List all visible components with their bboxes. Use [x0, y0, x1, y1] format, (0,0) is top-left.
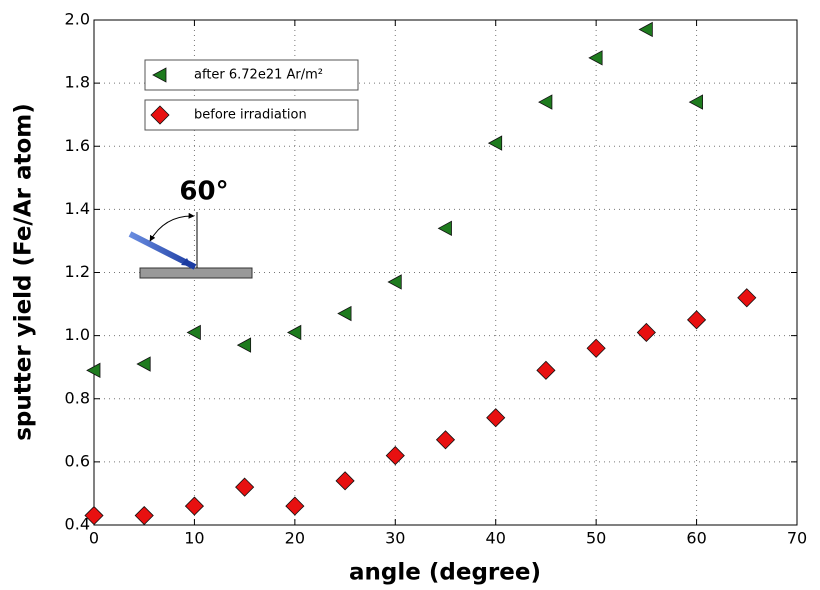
data-point — [437, 220, 452, 236]
y-tick-label: 1.8 — [65, 73, 90, 92]
data-point — [487, 135, 503, 151]
data-point — [586, 338, 606, 358]
data-point — [337, 305, 352, 322]
data-point — [385, 445, 405, 466]
y-axis-label: sputter yield (Fe/Ar atom) — [11, 103, 37, 441]
data-point — [536, 360, 556, 380]
data-point — [86, 362, 101, 379]
y-tick-label: 1.4 — [65, 199, 90, 218]
x-tick-label: 70 — [787, 529, 807, 548]
data-point — [737, 288, 757, 308]
data-point — [186, 324, 201, 341]
y-tick-label: 0.8 — [65, 388, 90, 407]
data-point — [486, 408, 506, 428]
legend-label: before irradiation — [194, 108, 307, 123]
y-tick-label: 0.4 — [65, 515, 90, 534]
data-point — [84, 505, 104, 526]
legend-box — [144, 59, 359, 91]
inset-diagram: 60° — [128, 177, 253, 279]
beam-head — [181, 258, 191, 266]
data-point — [687, 310, 707, 330]
legend-box — [144, 99, 359, 131]
x-tick-label: 20 — [285, 529, 305, 548]
data-point — [236, 337, 252, 353]
data-point — [136, 356, 151, 372]
surface — [139, 267, 253, 279]
angle-annotation: 60° — [179, 177, 228, 207]
data-point — [636, 322, 656, 343]
y-tick-label: 0.6 — [65, 451, 90, 470]
x-tick-label: 10 — [184, 529, 204, 548]
data-point — [538, 94, 553, 110]
data-point — [435, 430, 456, 450]
legend-marker — [152, 67, 167, 83]
x-axis-label: angle (degree) — [349, 560, 541, 586]
data-point — [588, 50, 603, 66]
data-point — [688, 94, 703, 110]
legend-marker — [150, 105, 170, 125]
data-point — [285, 496, 305, 516]
data-point — [134, 505, 154, 526]
data-point — [387, 274, 402, 290]
y-tick-label: 2.0 — [65, 10, 90, 29]
legend-label: after 6.72e21 Ar/m² — [194, 68, 323, 83]
data-point — [335, 471, 355, 491]
y-tick-label: 1.2 — [65, 262, 90, 281]
y-tick-label: 1.0 — [65, 325, 90, 344]
x-tick-label: 0 — [89, 529, 99, 548]
data-point — [287, 324, 302, 341]
x-tick-label: 40 — [486, 529, 506, 548]
y-tick-label: 1.6 — [65, 136, 90, 155]
angle-arc — [149, 212, 195, 242]
x-tick-label: 60 — [686, 529, 706, 548]
x-tick-label: 50 — [586, 529, 606, 548]
x-tick-label: 30 — [385, 529, 405, 548]
data-point — [235, 477, 255, 497]
data-point — [638, 21, 653, 38]
data-point — [184, 496, 204, 516]
